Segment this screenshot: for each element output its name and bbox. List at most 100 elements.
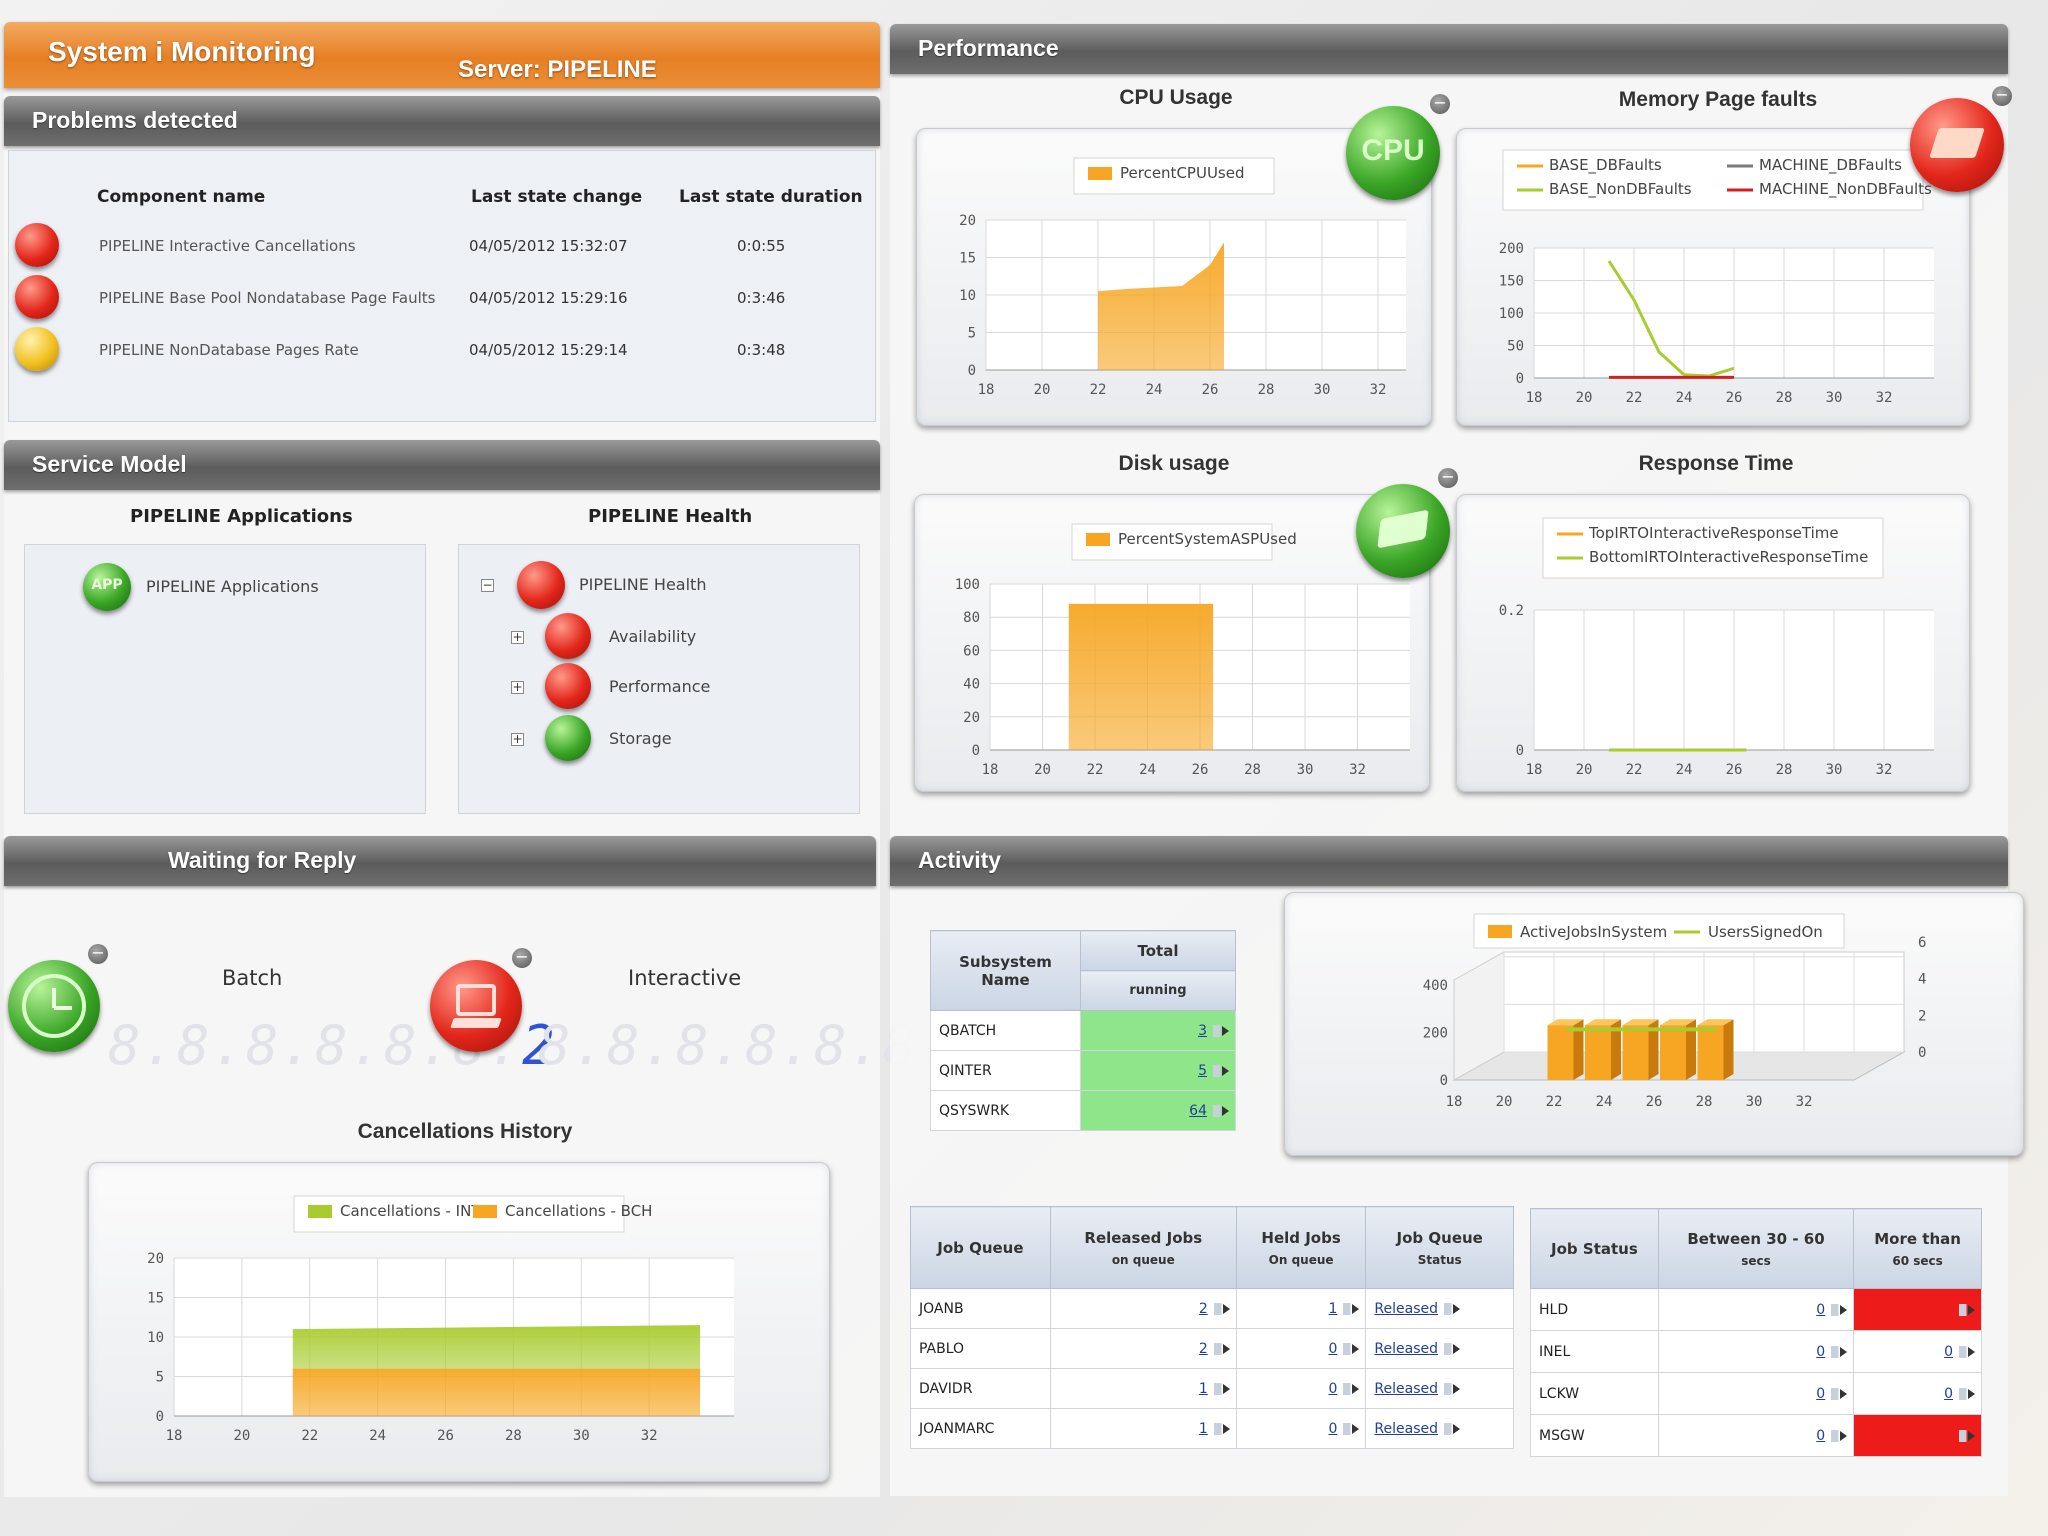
legend-label[interactable]: PercentCPUUsed [1120,164,1244,182]
goto-icon[interactable] [1831,1345,1848,1358]
goto-icon[interactable] [1831,1387,1848,1400]
column-title: Released Jobs [1084,1228,1203,1247]
disk-icon[interactable] [1356,484,1450,578]
app-icon[interactable]: APP [83,563,131,611]
availability-icon[interactable] [545,613,591,659]
released-jobs-link[interactable]: 2 [1198,1340,1208,1357]
goto-icon[interactable] [1213,1104,1229,1117]
goto-icon[interactable] [1444,1422,1461,1435]
column-subtitle: 60 secs [1892,1253,1943,1268]
batch-clock-icon[interactable] [8,960,100,1052]
interactive-icon[interactable] [430,960,522,1052]
more-than-60-link[interactable]: 0 [1944,1385,1953,1402]
subsystem-total-cell: 64 [1080,1090,1236,1131]
disk-minimize-icon[interactable]: − [1438,468,1458,488]
y2-tick-label: 4 [1918,972,1926,988]
job-status-column-header: Job Status [1530,1208,1659,1289]
job-status-name: MSGW [1530,1414,1659,1457]
availability-expand-toggle[interactable]: + [511,630,524,644]
job-queue-status-link[interactable]: Released [1374,1420,1439,1437]
goto-icon[interactable] [1444,1302,1461,1315]
between-30-60-link[interactable]: 0 [1816,1427,1826,1444]
released-jobs-link[interactable]: 2 [1198,1300,1208,1317]
legend-label[interactable]: MACHINE_NonDBFaults [1759,180,1932,199]
service-model-header: Service Model [4,440,880,490]
applications-item[interactable]: PIPELINE Applications [146,577,319,596]
goto-icon[interactable] [1213,1064,1229,1077]
released-jobs-link[interactable]: 1 [1198,1380,1208,1397]
interactive-minimize-icon[interactable]: − [512,948,532,968]
health-root-item[interactable]: PIPELINE Health [579,575,707,594]
goto-icon[interactable] [1213,1422,1230,1435]
legend-label[interactable]: BASE_DBFaults [1549,156,1662,175]
cpu-icon[interactable]: CPU [1346,106,1440,200]
job-queue-status-link[interactable]: Released [1374,1380,1439,1397]
x-tick-label: 18 [1446,1094,1463,1110]
goto-icon[interactable] [1831,1303,1848,1316]
legend-label[interactable]: UsersSignedOn [1708,923,1823,941]
held-jobs-link[interactable]: 0 [1328,1420,1338,1437]
performance-expand-toggle[interactable]: + [511,680,524,694]
held-jobs-link[interactable]: 0 [1328,1380,1338,1397]
goto-icon[interactable] [1959,1345,1975,1358]
goto-icon[interactable] [1213,1342,1230,1355]
between-30-60-link[interactable]: 0 [1816,1301,1826,1318]
job-queue-status-link[interactable]: Released [1374,1340,1439,1357]
x-tick-label: 22 [301,1428,318,1444]
goto-icon[interactable] [1959,1303,1975,1316]
goto-icon[interactable] [1959,1429,1975,1442]
performance-item[interactable]: Performance [609,677,711,696]
problem-component-name[interactable]: PIPELINE Base Pool Nondatabase Page Faul… [99,289,436,307]
goto-icon[interactable] [1959,1387,1975,1400]
cpu-minimize-icon[interactable]: − [1430,94,1450,114]
health-collapse-toggle[interactable]: − [481,578,494,592]
storage-item[interactable]: Storage [609,729,672,748]
goto-icon[interactable] [1213,1024,1229,1037]
storage-icon[interactable] [545,715,591,761]
legend-label[interactable]: BottomIRTOInteractiveResponseTime [1589,548,1868,566]
legend-label[interactable]: TopIRTOInteractiveResponseTime [1588,524,1839,542]
problem-last-change: 04/05/2012 15:29:14 [469,341,628,359]
more-than-60-link[interactable]: 0 [1944,1343,1953,1360]
goto-icon[interactable] [1343,1342,1360,1355]
goto-icon[interactable] [1213,1382,1230,1395]
released-jobs-link[interactable]: 1 [1198,1420,1208,1437]
goto-icon[interactable] [1343,1302,1360,1315]
between-30-60-link[interactable]: 0 [1816,1385,1826,1402]
legend-label[interactable]: Cancellations - BCH [505,1202,652,1220]
activity-chart: 18 20 22 24 26 28 30 3202004000246ActiveJobsInS… [1423,913,1926,1110]
problem-duration: 0:0:55 [737,237,786,255]
between-30-60-link[interactable]: 0 [1816,1343,1826,1360]
memory-icon[interactable] [1910,98,2004,192]
memory-minimize-icon[interactable]: − [1992,86,2012,106]
problem-component-name[interactable]: PIPELINE Interactive Cancellations [99,237,356,255]
held-jobs-link[interactable]: 1 [1328,1300,1338,1317]
availability-item[interactable]: Availability [609,627,697,646]
goto-icon[interactable] [1343,1382,1360,1395]
job-queue-status-link[interactable]: Released [1374,1300,1439,1317]
job-queue-name: PABLO [910,1328,1051,1369]
job-count-cell: 1 [1049,1368,1237,1409]
held-jobs-link[interactable]: 0 [1328,1340,1338,1357]
legend-label[interactable]: MACHINE_DBFaults [1759,156,1902,175]
batch-minimize-icon[interactable]: − [88,944,108,964]
problem-component-name[interactable]: PIPELINE NonDatabase Pages Rate [99,341,359,359]
goto-icon[interactable] [1831,1429,1848,1442]
performance-icon[interactable] [545,663,591,709]
legend-label[interactable]: Cancellations - INT [340,1202,481,1220]
subsystem-total-link[interactable]: 5 [1198,1062,1207,1079]
y-tick-label: 40 [963,677,980,693]
legend-label[interactable]: ActiveJobsInSystem [1520,923,1667,941]
storage-expand-toggle[interactable]: + [511,732,524,746]
subsystem-total-link[interactable]: 64 [1189,1102,1207,1119]
goto-icon[interactable] [1343,1422,1360,1435]
legend-label[interactable]: PercentSystemASPUsed [1118,530,1297,548]
legend-label[interactable]: BASE_NonDBFaults [1549,180,1692,199]
goto-icon[interactable] [1444,1342,1461,1355]
goto-icon[interactable] [1444,1382,1461,1395]
more-than-60-cell [1853,1414,1982,1457]
subsystem-total-link[interactable]: 3 [1198,1022,1207,1039]
health-root-icon[interactable] [517,561,565,609]
table-row: MSGW 0 [1530,1414,1982,1457]
goto-icon[interactable] [1213,1302,1230,1315]
